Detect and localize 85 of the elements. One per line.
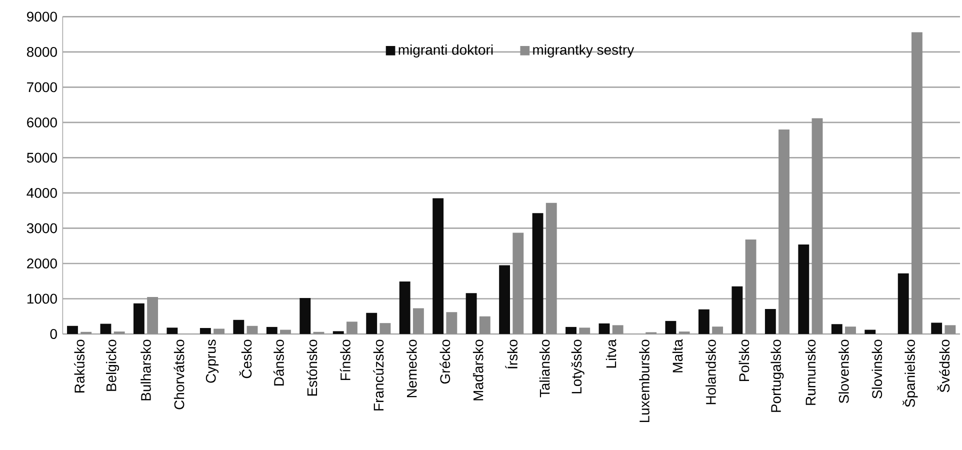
bar <box>764 308 776 334</box>
x-tick-label: Holandsko <box>706 340 716 404</box>
x-tick-label: Švédsko <box>937 340 950 392</box>
bar <box>246 326 258 334</box>
bar <box>566 326 576 334</box>
bar <box>812 118 823 334</box>
bar <box>133 303 144 334</box>
bar <box>944 325 956 334</box>
bar <box>546 202 557 334</box>
y-tick-label: 2000 <box>27 258 57 268</box>
x-tick-label: Taliansko <box>539 340 550 398</box>
bar <box>300 298 311 334</box>
bar <box>532 213 544 334</box>
x-tick-label: Írsko <box>505 340 518 369</box>
bar <box>412 308 424 334</box>
bar <box>200 328 211 334</box>
bar <box>479 316 490 334</box>
bar <box>831 324 842 334</box>
bar <box>332 331 344 334</box>
bar <box>346 322 358 334</box>
y-tick-label: 1000 <box>27 294 57 304</box>
bar <box>432 198 444 334</box>
x-tick-label: Slovinsko <box>872 340 882 398</box>
x-tick-label: Dánsko <box>273 340 284 386</box>
bar <box>732 286 743 334</box>
bar <box>499 265 510 334</box>
x-tick-label: Bulharsko <box>140 340 151 400</box>
bar <box>399 281 410 334</box>
y-tick-label: 8000 <box>26 46 57 57</box>
bar <box>798 244 810 334</box>
x-tick-label: Grécko <box>440 340 450 384</box>
x-tick-label: Estónsko <box>306 340 318 396</box>
bar <box>446 312 458 334</box>
bar <box>864 330 876 334</box>
bar <box>911 32 922 334</box>
y-tick-label: 9000 <box>27 12 57 22</box>
bar <box>845 326 856 334</box>
legend-label: migranti doktori <box>398 44 493 58</box>
bar <box>147 296 158 334</box>
bar <box>233 320 244 334</box>
bar <box>898 273 909 334</box>
x-tick-label: Lotyšsko <box>571 340 584 394</box>
bar <box>67 326 78 334</box>
bar <box>612 325 624 334</box>
x-tick-label: Portugalsko <box>770 340 784 412</box>
x-tick-label: Fínsko <box>340 340 350 380</box>
x-tick-label: Rumunsko <box>805 340 816 405</box>
x-tick-label: Poľsko <box>738 340 750 381</box>
bar <box>100 324 112 334</box>
bar <box>214 328 224 334</box>
x-tick-label: Cyprus <box>206 340 219 383</box>
x-tick-label: Rakúsko <box>74 340 85 392</box>
bar <box>366 312 378 334</box>
x-tick-label: Belgicko <box>106 340 120 391</box>
y-tick-label: 5000 <box>26 152 57 163</box>
bar <box>598 323 610 334</box>
bar <box>466 293 477 334</box>
x-tick-label: Luxembursko <box>639 340 650 422</box>
bar <box>380 323 391 334</box>
x-tick-label: Malta <box>672 339 683 372</box>
legend-label: migrantky sestry <box>533 44 634 58</box>
x-tick-label: Chorvátsko <box>174 340 184 410</box>
bar <box>579 328 590 334</box>
x-tick-label: Slovensko <box>838 340 849 404</box>
x-tick-label: Nemecko <box>406 340 417 398</box>
bar <box>166 328 178 334</box>
x-tick-label: Litva <box>606 339 616 368</box>
y-tick-label: 0 <box>50 329 57 339</box>
bar <box>665 320 676 334</box>
bar <box>712 326 724 334</box>
x-tick-label: Maďarsko <box>472 340 484 400</box>
x-tick-label: Česko <box>239 340 252 378</box>
bar <box>266 326 278 334</box>
y-tick-label: 7000 <box>27 82 57 92</box>
bar <box>512 232 524 334</box>
y-tick-label: 3000 <box>26 223 57 234</box>
bar <box>280 330 291 334</box>
x-tick-label: Francúzsko <box>373 340 384 410</box>
y-tick-label: 6000 <box>27 118 57 128</box>
bar <box>931 322 942 334</box>
x-tick-label: Španielsko <box>902 340 918 408</box>
bar <box>745 240 756 334</box>
bar <box>698 309 710 334</box>
y-tick-label: 4000 <box>26 188 57 198</box>
bar <box>778 130 790 334</box>
